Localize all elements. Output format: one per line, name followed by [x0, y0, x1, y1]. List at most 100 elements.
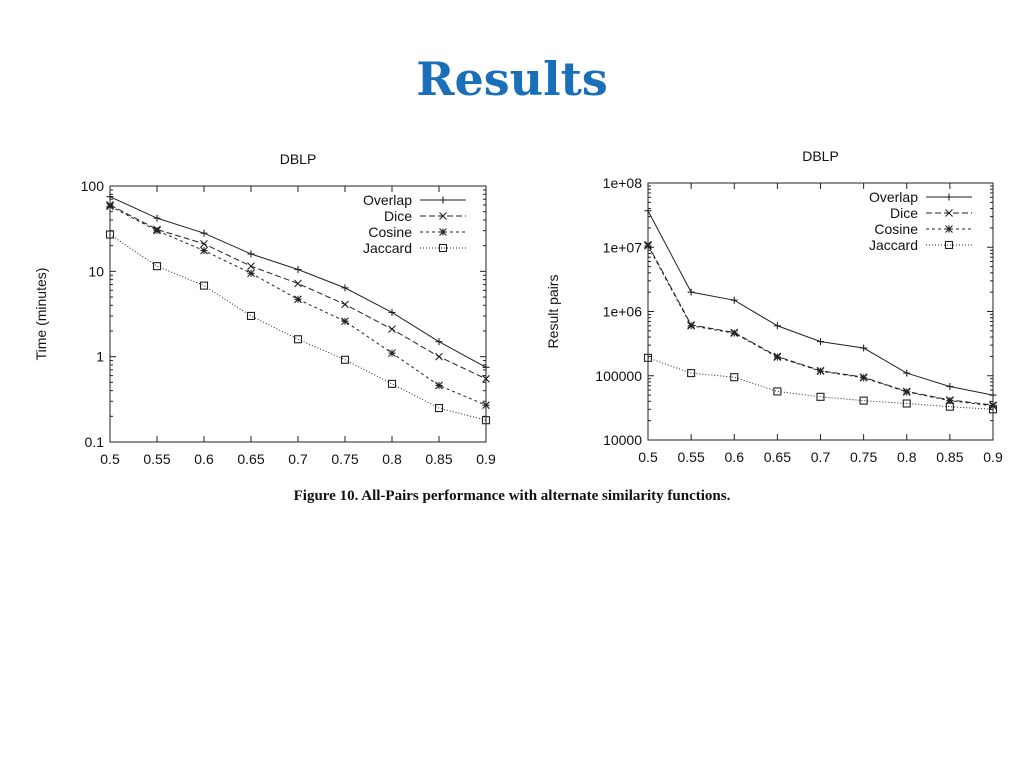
slide-title: Results — [416, 52, 608, 106]
y-tick-label: 100 — [81, 178, 105, 194]
x-tick-label: 0.8 — [382, 451, 402, 467]
data-point — [199, 281, 209, 290]
data-point — [903, 369, 911, 377]
series-overlap — [644, 193, 997, 399]
x-tick-label: 0.85 — [936, 449, 963, 465]
data-point — [435, 338, 443, 346]
x-tick-label: 0.5 — [100, 451, 120, 467]
data-point — [388, 308, 396, 316]
data-point — [730, 296, 738, 304]
series-line — [109, 196, 487, 368]
series-overlap — [106, 193, 490, 371]
data-point — [247, 250, 255, 258]
legend-label: Cosine — [368, 224, 412, 240]
series-dice — [106, 201, 490, 383]
x-tick-label: 0.75 — [331, 451, 358, 467]
data-point — [294, 295, 302, 304]
series-jaccard — [643, 240, 998, 414]
legend-label: Overlap — [363, 192, 412, 208]
x-tick-label: 0.5 — [638, 449, 658, 465]
series-jaccard — [105, 230, 491, 425]
x-tick-label: 0.6 — [725, 449, 745, 465]
data-point — [200, 246, 208, 255]
data-point — [989, 391, 997, 399]
data-point — [946, 383, 954, 391]
data-point — [988, 405, 998, 414]
data-point — [644, 207, 652, 215]
legend-marker — [945, 193, 953, 201]
x-tick-label: 0.75 — [850, 449, 877, 465]
series-cosine — [644, 225, 997, 410]
data-point — [902, 388, 911, 396]
legend-label: Overlap — [869, 189, 918, 205]
data-point — [106, 193, 114, 201]
data-point — [687, 288, 695, 296]
data-point — [435, 381, 443, 390]
x-tick-label: 0.65 — [237, 451, 264, 467]
series-line — [109, 234, 487, 421]
chart-title: DBLP — [802, 148, 839, 164]
y-tick-label: 10000 — [603, 432, 642, 448]
chart-title: DBLP — [280, 151, 317, 167]
x-tick-label: 0.7 — [288, 451, 308, 467]
data-point — [482, 363, 490, 371]
data-point — [643, 353, 653, 362]
legend-label: Dice — [384, 208, 412, 224]
data-point — [730, 329, 739, 338]
legend-marker — [438, 243, 448, 253]
y-tick-label: 1 — [96, 349, 104, 365]
y-tick-label: 10 — [88, 263, 104, 279]
data-point — [687, 321, 696, 330]
data-point — [106, 202, 114, 211]
data-point — [945, 402, 954, 411]
y-tick-label: 1e+08 — [603, 175, 643, 191]
data-point — [817, 338, 824, 346]
data-point — [482, 374, 490, 383]
series-dice — [644, 209, 997, 409]
x-tick-label: 0.6 — [194, 451, 214, 467]
data-point — [294, 266, 302, 274]
data-point — [388, 349, 396, 358]
data-point — [153, 214, 161, 222]
data-point — [294, 279, 302, 288]
series-line — [647, 244, 994, 406]
x-tick-label: 0.55 — [678, 449, 705, 465]
series-line — [647, 357, 994, 410]
series-cosine — [106, 202, 490, 410]
y-tick-label: 100000 — [595, 368, 642, 384]
data-point — [387, 379, 397, 388]
data-point — [482, 401, 490, 410]
data-point — [859, 396, 868, 405]
x-tick-label: 0.85 — [425, 451, 452, 467]
data-point — [644, 241, 652, 250]
legend-marker — [944, 240, 954, 250]
data-point — [293, 335, 303, 344]
legend-marker — [945, 209, 953, 217]
data-point — [773, 322, 781, 330]
data-point — [152, 262, 162, 271]
x-tick-label: 0.65 — [764, 449, 791, 465]
data-point — [730, 373, 739, 382]
data-point — [200, 229, 208, 237]
data-point — [902, 399, 911, 408]
data-point — [481, 416, 491, 425]
series-line — [647, 210, 994, 396]
legend-marker — [945, 225, 953, 233]
chart-result-pairs: DBLP 10000 100000 1e+06 1e+07 1e+08 0.5 0.55 0.6… — [545, 148, 1003, 465]
data-point — [773, 387, 782, 396]
chart-time: DBLP 0.1 1 10 100 0.5 0.55 0.6 0.65 0.7 0.75 0.8 0.8… — [33, 151, 496, 467]
data-point — [859, 373, 868, 382]
y-axis-label: Time (minutes) — [33, 268, 49, 361]
plot-frame — [109, 185, 487, 443]
data-point — [773, 353, 782, 362]
x-tick-label: 0.8 — [897, 449, 917, 465]
data-point — [435, 352, 443, 361]
data-point — [200, 239, 208, 248]
data-point — [816, 367, 825, 376]
legend-marker — [439, 196, 447, 204]
data-point — [341, 317, 349, 326]
data-point — [247, 262, 255, 271]
plot-frame — [647, 182, 994, 441]
legend-label: Cosine — [874, 221, 918, 237]
data-point — [105, 230, 115, 239]
